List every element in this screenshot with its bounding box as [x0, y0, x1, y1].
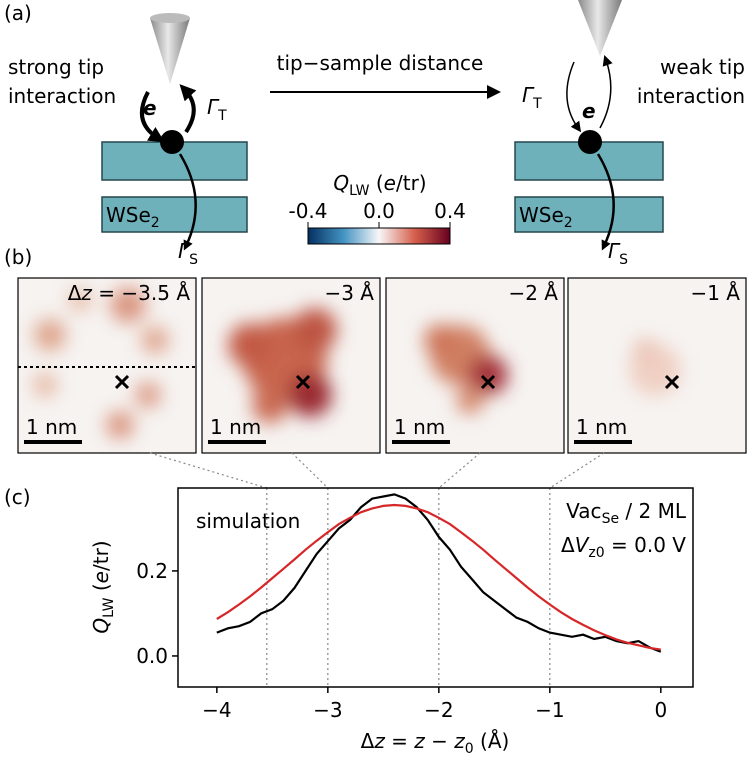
image-frame — [385, 277, 565, 454]
connector — [438, 452, 481, 489]
cross — [480, 374, 496, 390]
image-frame — [567, 277, 747, 454]
cross — [295, 374, 311, 390]
label: strong tip — [8, 55, 104, 79]
electron — [160, 130, 184, 154]
electron-label: e — [143, 96, 157, 120]
x-tick-label: −4 — [202, 698, 231, 722]
panel-label: (b) — [4, 245, 32, 269]
y-axis-label: QLW (e/tr) — [89, 540, 117, 633]
series-line — [216, 493, 662, 653]
arrow — [139, 91, 165, 143]
heatmap — [18, 278, 196, 453]
layer — [514, 196, 664, 233]
rate-label: ΓT — [522, 83, 542, 112]
connector — [291, 452, 329, 489]
electron-label: e — [582, 99, 596, 123]
layer-label: WSe2 — [106, 203, 160, 231]
electron — [578, 130, 602, 154]
layer — [101, 196, 248, 233]
annotation: ΔVz0 = 0.0 V — [561, 533, 686, 561]
rate-label: ΓT — [207, 95, 227, 124]
image-label: −3 Å — [324, 281, 374, 305]
scale-label: 1 nm — [210, 415, 261, 439]
x-axis-label: Δz = z − z0 (Å) — [361, 729, 510, 757]
arrow-label: tip−sample distance — [277, 51, 484, 75]
image-label: Δz = −3.5 Å — [68, 281, 191, 305]
colorbar-tick-label: 0.4 — [434, 199, 466, 223]
annotation: VacSe / 2 ML — [566, 499, 687, 527]
series-line — [216, 503, 661, 651]
colorbar-ticks: -0.4 0.0 0.4 — [288, 199, 466, 228]
colorbar-title: QLW (e/tr) — [333, 171, 426, 199]
cross — [664, 374, 680, 390]
arrow — [566, 61, 582, 133]
x-tick-label: −1 — [535, 698, 564, 722]
label: interaction — [637, 84, 745, 108]
plot: −4 −3 −2 −1 0 0.0 0.2 simulation — [136, 452, 694, 722]
tip — [578, 0, 622, 56]
panel-label: (c) — [4, 485, 31, 509]
rate-label: ΓS — [178, 239, 198, 268]
image-frame — [201, 277, 381, 454]
y-tick-label: 0.2 — [136, 559, 168, 583]
scale-label: 1 nm — [26, 415, 77, 439]
connector — [549, 452, 605, 489]
legend-label: simulation — [196, 509, 300, 533]
image-label: −1 Å — [690, 281, 740, 305]
tip-top — [150, 13, 190, 23]
scale-label: 1 nm — [576, 415, 627, 439]
scale-label: 1 nm — [394, 415, 445, 439]
tip — [150, 18, 190, 84]
x-tick-label: 0 — [654, 698, 667, 722]
image-frame — [17, 277, 197, 454]
heatmap — [568, 278, 746, 453]
arrow — [596, 153, 615, 251]
arrow — [179, 84, 197, 134]
colorbar — [307, 227, 451, 245]
arrow — [178, 153, 197, 251]
x-tick-label: −3 — [313, 698, 342, 722]
y-tick-label: 0.0 — [136, 644, 168, 668]
panel-label: (a) — [4, 1, 32, 25]
colorbar-tick-label: 0.0 — [363, 199, 395, 223]
image-label: −2 Å — [508, 281, 558, 305]
rate-label: ΓS — [608, 239, 628, 268]
colorbar-tick-label: -0.4 — [288, 199, 327, 223]
label: weak tip — [660, 55, 745, 79]
connector — [149, 452, 267, 489]
cross — [114, 374, 130, 390]
arrow — [599, 55, 613, 129]
x-tick-label: −2 — [424, 698, 453, 722]
axes-frame — [177, 487, 694, 688]
heatmap — [386, 278, 564, 453]
label: interaction — [8, 84, 116, 108]
layer-label: WSe2 — [519, 203, 573, 231]
